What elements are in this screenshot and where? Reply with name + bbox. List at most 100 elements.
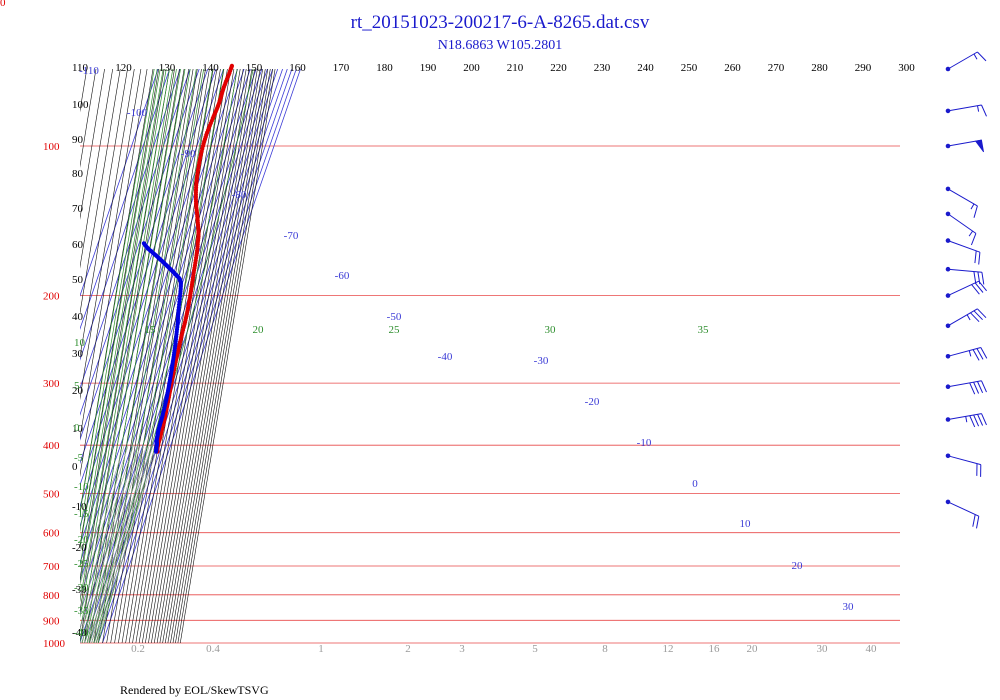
dry-adiabat-left-label: 100: [72, 99, 89, 111]
dry-adiabat-label: 160: [289, 62, 306, 74]
mixing-ratio-line: [96, 445, 159, 643]
dry-adiabat-label: 180: [376, 62, 393, 74]
wind-barb: [945, 413, 987, 428]
isotherm-line: [97, 69, 297, 643]
dry-adiabat-line: [165, 69, 261, 643]
dry-adiabat-line: [80, 69, 175, 643]
mixing-ratio-label: 3: [459, 643, 465, 655]
pressure-tick-label: 900: [43, 615, 60, 627]
pressure-tick-label: 1000: [43, 638, 66, 650]
dewpoint-point: [141, 241, 146, 246]
dry-adiabat-left-label: 50: [72, 274, 84, 286]
dry-adiabat-line: [121, 69, 218, 643]
isotherm-label: 0: [692, 478, 698, 490]
pressure-tick-label: 500: [43, 488, 60, 500]
pressure-tick-label: 400: [43, 440, 60, 452]
moist-adiabat-left-label: -10: [74, 481, 89, 493]
moist-adiabat-left-label: 10: [74, 337, 86, 349]
credit-label: Rendered by EOL/SkewTSVG: [120, 683, 269, 697]
isotherm-line: [102, 69, 301, 643]
wind-barb: [945, 453, 982, 477]
moist-adiabat-left-label: -15: [74, 508, 89, 520]
moist-adiabat-left-label: 5: [74, 380, 80, 392]
pressure-tick-label: 100: [43, 141, 60, 153]
mixing-ratio-label: 40: [866, 643, 878, 655]
dry-adiabat-line: [167, 69, 263, 643]
dry-adiabat-line: [180, 69, 276, 643]
pressure-tick-label: 300: [43, 378, 60, 390]
mixing-ratio-label: 0.4: [206, 643, 220, 655]
diagram-labels: 110 120 130 140 150 160 170 180 190 200 210 220 230 2…: [72, 62, 915, 655]
isotherm-label: 10: [740, 518, 752, 530]
moist-adiabat-left-label: -40: [74, 627, 89, 639]
moist-adiabat-line: [80, 69, 164, 569]
moist-adiabat-line: [81, 69, 186, 643]
moist-adiabat-line: [80, 69, 170, 603]
dry-adiabat-line: [162, 69, 258, 643]
isotherm-line: [80, 69, 217, 465]
dry-adiabat-label: 170: [333, 62, 350, 74]
dry-adiabat-left-label: -30: [72, 584, 87, 596]
dry-adiabat-label: 110: [72, 62, 89, 74]
dry-adiabat-line: [142, 69, 238, 643]
isotherm-label: -100: [127, 107, 148, 119]
moist-adiabat-line: [80, 69, 161, 551]
moist-adiabat-line: [97, 69, 254, 643]
dry-adiabat-line: [80, 69, 142, 440]
mixing-ratio-line: [87, 445, 150, 643]
isotherm-label: -10: [637, 437, 652, 449]
isotherm-label: -60: [335, 270, 350, 282]
wind-barb: [945, 211, 977, 246]
isotherm-label: 30: [843, 601, 855, 613]
isotherm-label: -40: [438, 351, 453, 363]
pressure-tick-label: 200: [43, 291, 60, 303]
dry-adiabat-line: [154, 69, 250, 643]
mixing-ratio-label: 30: [817, 643, 829, 655]
moist-adiabat-line: [84, 69, 191, 643]
dry-adiabat-left-label: 40: [72, 311, 84, 323]
dry-adiabat-line: [177, 69, 273, 643]
dry-adiabat-label: 120: [115, 62, 132, 74]
isotherm-line: [80, 69, 191, 390]
isotherm-label: -80: [232, 189, 247, 201]
moist-adiabat-line: [80, 69, 167, 586]
dry-adiabat-line: [172, 69, 269, 643]
moist-adiabat-line: [80, 69, 158, 533]
moist-adiabat-label: 20: [253, 324, 265, 336]
dry-adiabat-left-label: -20: [72, 542, 87, 554]
dry-adiabat-line: [110, 69, 206, 643]
moist-adiabat-line: [80, 69, 177, 632]
wind-barb: [945, 51, 987, 72]
dry-adiabat-left-label: 10: [72, 423, 84, 435]
wind-barb: [945, 186, 978, 218]
mixing-ratio-line: [81, 445, 144, 643]
wind-barb: [945, 280, 987, 298]
isotherm-line: [80, 69, 170, 331]
dry-adiabat-line: [80, 69, 128, 359]
mixing-ratio-label: 2: [405, 643, 411, 655]
mixing-ratio-label: 8: [602, 643, 608, 655]
dry-adiabat-left-label: 70: [72, 203, 84, 215]
dry-adiabat-label: 210: [507, 62, 524, 74]
moist-adiabat-label: 30: [545, 324, 557, 336]
dry-adiabat-line: [145, 69, 241, 643]
mixing-ratio-line: [80, 445, 129, 598]
dry-adiabat-line: [114, 69, 210, 643]
mixing-ratio-label: 16: [709, 643, 721, 655]
pressure-tick-label: 700: [43, 561, 60, 573]
dry-adiabat-label: 270: [768, 62, 785, 74]
dry-adiabat-line: [80, 69, 170, 613]
dry-adiabat-line: [135, 69, 231, 643]
dry-adiabat-line: [93, 69, 189, 643]
dry-adiabat-line: [159, 69, 255, 643]
dry-adiabat-label: 200: [463, 62, 480, 74]
wind-barb: [945, 139, 984, 153]
dry-adiabat-line: [106, 69, 202, 643]
moist-adiabat-line: [80, 69, 155, 515]
isotherm-label: -30: [534, 355, 549, 367]
wind-barb: [945, 308, 987, 329]
dry-adiabat-label: 150: [246, 62, 263, 74]
dry-adiabat-left-label: 30: [72, 348, 84, 360]
dewpoint-series: [141, 241, 183, 454]
